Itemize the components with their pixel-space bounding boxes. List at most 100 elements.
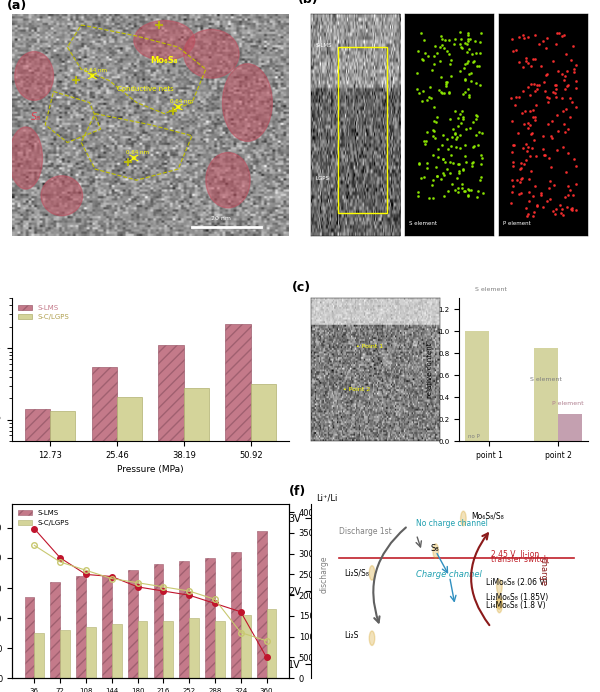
Point xyxy=(454,113,463,124)
Point xyxy=(452,131,461,143)
Point xyxy=(441,80,451,91)
Point xyxy=(422,127,431,138)
Point xyxy=(545,194,554,205)
Point xyxy=(448,178,457,189)
Point xyxy=(521,203,530,214)
Point xyxy=(508,180,518,191)
Point xyxy=(542,32,551,43)
Point xyxy=(507,147,517,158)
Point xyxy=(548,86,557,98)
Point xyxy=(464,91,474,102)
Point xyxy=(530,54,540,65)
Bar xyxy=(205,558,215,678)
Point xyxy=(422,163,432,174)
Point xyxy=(566,111,575,122)
Point xyxy=(571,102,581,113)
Point xyxy=(458,114,467,125)
Point xyxy=(419,135,429,146)
Point xyxy=(560,30,569,41)
Point xyxy=(524,195,534,206)
Bar xyxy=(92,367,117,692)
Point xyxy=(538,35,548,46)
Ellipse shape xyxy=(184,29,239,78)
Point xyxy=(458,183,467,194)
Point xyxy=(466,75,475,86)
Bar xyxy=(76,576,86,678)
Point xyxy=(563,80,573,91)
Point xyxy=(560,192,570,203)
Point xyxy=(542,68,551,79)
Point xyxy=(432,47,442,58)
Point xyxy=(464,56,473,67)
Point xyxy=(561,166,571,177)
Point xyxy=(455,109,464,120)
Point xyxy=(528,191,538,202)
Point xyxy=(418,55,428,66)
Bar xyxy=(534,348,558,441)
Point xyxy=(456,34,466,45)
Point xyxy=(508,157,518,168)
Point xyxy=(449,38,458,49)
Circle shape xyxy=(369,565,375,580)
Point xyxy=(571,75,581,86)
Point xyxy=(422,158,431,169)
Point xyxy=(565,185,575,196)
Point xyxy=(420,47,430,58)
Point xyxy=(571,179,581,190)
Point xyxy=(430,41,440,52)
Text: Li⁺/Li: Li⁺/Li xyxy=(317,493,338,502)
Point xyxy=(471,113,481,125)
Point xyxy=(449,157,458,168)
FancyArrowPatch shape xyxy=(373,527,406,623)
Legend: S-LMS, S-C/LGPS: S-LMS, S-C/LGPS xyxy=(16,507,72,529)
Point xyxy=(437,140,446,151)
Point xyxy=(473,140,483,151)
Point xyxy=(542,196,551,207)
Point xyxy=(461,140,470,151)
Point xyxy=(551,39,561,50)
Point xyxy=(530,135,539,146)
Point xyxy=(463,27,473,38)
Point xyxy=(551,79,561,90)
Point xyxy=(557,68,567,79)
Point xyxy=(524,118,533,129)
Point xyxy=(442,133,452,144)
Point xyxy=(413,190,423,201)
Point xyxy=(465,33,475,44)
Point xyxy=(511,92,521,103)
Bar xyxy=(558,414,582,441)
Point xyxy=(478,127,487,138)
Point xyxy=(417,96,427,107)
Point xyxy=(460,185,470,197)
Bar xyxy=(179,561,189,678)
Point xyxy=(475,60,484,71)
Point xyxy=(568,97,577,108)
Text: (c): (c) xyxy=(292,282,311,294)
Point xyxy=(469,116,478,127)
Point xyxy=(547,162,556,173)
Point xyxy=(547,116,557,127)
Point xyxy=(519,33,529,44)
Point xyxy=(428,149,438,161)
Point xyxy=(521,53,530,64)
Point xyxy=(556,208,566,219)
Point xyxy=(510,100,520,111)
Point xyxy=(532,79,541,90)
Point xyxy=(472,109,481,120)
Point xyxy=(460,62,469,73)
Bar xyxy=(117,397,142,692)
Point xyxy=(476,172,486,183)
Point xyxy=(553,126,563,137)
Bar xyxy=(112,624,122,678)
Point xyxy=(552,144,562,155)
Point xyxy=(544,152,554,163)
Point xyxy=(460,150,470,161)
Point xyxy=(515,189,524,200)
Point xyxy=(538,202,548,213)
Point xyxy=(457,105,467,116)
Point xyxy=(526,60,535,71)
Point xyxy=(462,46,472,57)
Point xyxy=(447,131,457,142)
Point xyxy=(476,150,486,161)
Text: Discharge 1st: Discharge 1st xyxy=(339,527,392,536)
